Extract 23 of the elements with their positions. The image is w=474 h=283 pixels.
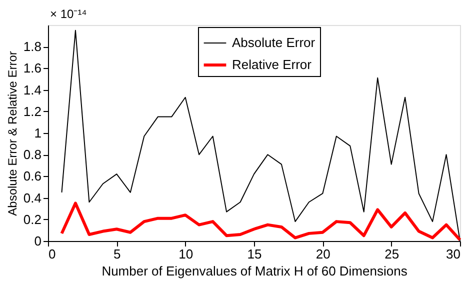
y-tick-label: 1.8 [23, 39, 42, 54]
text: × 10⁻¹⁴ [50, 7, 87, 21]
y-tick-label: 0 [34, 234, 42, 248]
y-axis-title: Absolute Error & Relative Error [5, 51, 20, 216]
y-tick-label: 1.2 [23, 104, 42, 119]
x-tick-label: 10 [178, 246, 194, 262]
x-tick-label: 5 [114, 246, 121, 262]
legend-label: Relative Error [232, 57, 312, 72]
x-axis-title: Number of Eigenvalues of Matrix H of 60 Dimensions [102, 264, 408, 278]
y-tick-label: 1 [34, 126, 42, 140]
y-tick-label: 0.4 [23, 190, 42, 206]
y-tick-label: 1.6 [23, 60, 42, 76]
x-tick-label: 0 [48, 246, 56, 262]
line-series [60, 202, 462, 242]
y-tick-label: 1.4 [23, 82, 42, 98]
y-tick-label: 0.6 [23, 168, 42, 184]
x-tick-label: 30 [446, 246, 460, 262]
x-tick-label: 15 [247, 246, 262, 262]
x-tick-label: 20 [316, 246, 330, 262]
y-tick-label: 0.8 [23, 147, 42, 162]
x-tick-label: 25 [384, 246, 400, 262]
y-tick-label: 0.2 [23, 212, 42, 227]
legend-label: Absolute Error [232, 35, 316, 50]
